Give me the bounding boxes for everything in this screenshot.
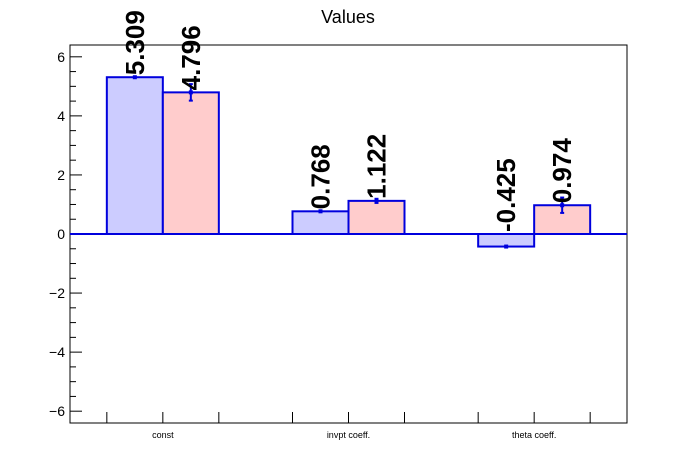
data-label: 0.974 [547, 138, 577, 204]
bar-series-1-1 [291, 210, 350, 236]
y-tick-label: 2 [57, 167, 65, 183]
x-category-label: theta coeff. [512, 430, 556, 440]
bar-marker [504, 244, 509, 249]
bar-marker [188, 90, 193, 95]
bar-series-2-0 [161, 91, 220, 236]
x-category-label: invpt coeff. [327, 430, 370, 440]
data-label: 5.309 [120, 10, 150, 75]
y-tick-label: −2 [49, 285, 65, 301]
data-label: 1.122 [362, 134, 392, 199]
x-category-label: const [152, 430, 174, 440]
data-label: -0.425 [491, 158, 521, 232]
y-tick-label: 4 [57, 108, 65, 124]
bar-marker [318, 209, 323, 214]
y-tick-label: 6 [57, 49, 65, 65]
y-tick-label: 0 [57, 226, 65, 242]
bar-marker [132, 75, 137, 80]
bar-series-1-0 [105, 76, 164, 235]
data-label: 0.768 [306, 144, 336, 209]
chart-title: Values [321, 7, 375, 27]
y-tick-label: −4 [49, 344, 65, 360]
bar-series-2-1 [347, 199, 406, 235]
data-label: 4.796 [176, 25, 206, 90]
y-tick-label: −6 [49, 403, 65, 419]
plot-area: −6 −4 −2 0 2 4 6 5.309 0.768 -0.425 4.796 1.122 0.97… [49, 10, 627, 440]
bar-marker [560, 203, 565, 208]
bar-marker [374, 198, 379, 203]
